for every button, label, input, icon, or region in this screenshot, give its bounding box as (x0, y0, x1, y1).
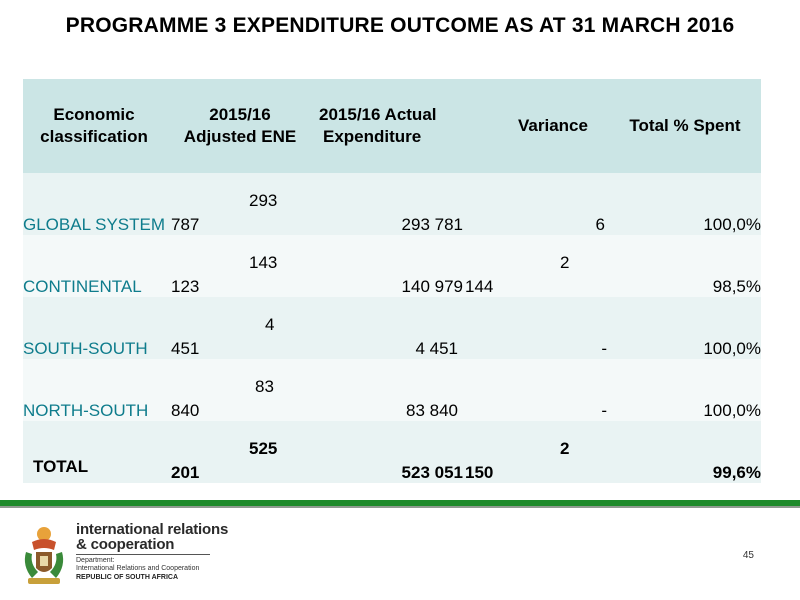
variance-bottom: 150 (465, 463, 494, 482)
row-label: SOUTH-SOUTH (23, 339, 148, 358)
table-header: Economic classification 2015/16 Adjusted… (23, 79, 761, 173)
variance-bottom: 6 (595, 215, 605, 234)
spent-value: 100,0% (703, 339, 761, 358)
variance-bottom: - (601, 401, 607, 420)
actual-value: 83 840 (406, 401, 458, 420)
coat-of-arms-icon (24, 527, 64, 584)
footer-divider-shadow (0, 506, 800, 508)
org-country: REPUBLIC OF SOUTH AFRICA (76, 574, 179, 581)
page-title: PROGRAMME 3 EXPENDITURE OUTCOME AS AT 31… (65, 14, 735, 37)
adjusted-bottom: 123 (171, 277, 200, 296)
actual-value: 140 979 (401, 277, 463, 296)
org-name-line2: & cooperation (76, 536, 175, 553)
table-row: 143 CONTINENTAL 123 140 979 2 144 98,5% (23, 235, 761, 297)
header-actual-line1: 2015/16 Actual (319, 105, 437, 124)
adjusted-top: 4 (265, 315, 275, 334)
adjusted-top: 83 (255, 377, 274, 396)
row-label: GLOBAL SYSTEM (23, 215, 166, 234)
dept-line2: International Relations and Cooperation (76, 565, 200, 572)
variance-top: 2 (560, 253, 570, 272)
row-label: CONTINENTAL (23, 277, 142, 296)
org-department: Department: International Relations and … (76, 557, 199, 573)
row-label: TOTAL (33, 457, 89, 476)
variance-bottom: 144 (465, 277, 494, 296)
actual-value: 523 051 (401, 463, 463, 482)
header-actual: 2015/16 Actual Expenditure (319, 104, 469, 148)
spent-value: 99,6% (712, 463, 761, 482)
header-actual-line2: Expenditure (323, 127, 422, 146)
row-label: NORTH-SOUTH (23, 401, 149, 420)
spent-value: 98,5% (712, 277, 761, 296)
spent-value: 100,0% (703, 215, 761, 234)
adjusted-bottom: 451 (171, 339, 200, 358)
org-name-line1: international relations (76, 521, 229, 538)
actual-value: 293 781 (401, 215, 463, 234)
spent-value: 100,0% (703, 401, 761, 420)
dept-line1: Department: (76, 557, 115, 564)
page-number: 45 (742, 550, 754, 561)
adjusted-bottom: 787 (171, 215, 200, 234)
actual-value: 4 451 (415, 339, 458, 358)
footer-divider (0, 500, 800, 506)
variance-bottom: - (601, 339, 607, 358)
adjusted-bottom: 840 (171, 401, 200, 420)
adjusted-top: 143 (249, 253, 278, 272)
table-total-row: 525 TOTAL 201 523 051 2 150 99,6% (23, 421, 761, 483)
header-adjusted: 2015/16 Adjusted ENE (170, 104, 310, 148)
org-name: international relations & cooperation (76, 522, 228, 552)
adjusted-bottom: 201 (171, 463, 200, 482)
adjusted-top: 293 (249, 191, 278, 210)
table-row: 293 GLOBAL SYSTEM 787 293 781 6 100,0% (23, 173, 761, 235)
adjusted-top: 525 (249, 439, 278, 458)
expenditure-table: Economic classification 2015/16 Adjusted… (23, 79, 761, 483)
header-adjusted-line2: Adjusted ENE (183, 127, 297, 146)
header-spent: Total % Spent (629, 116, 741, 135)
variance-top: 2 (560, 439, 570, 458)
table-row: 83 NORTH-SOUTH 840 83 840 - 100,0% (23, 359, 761, 421)
table-row: 4 SOUTH-SOUTH 451 4 451 - 100,0% (23, 297, 761, 359)
org-rule (76, 554, 210, 555)
header-adjusted-line1: 2015/16 (209, 105, 271, 124)
header-classification: Economic classification (29, 104, 159, 148)
header-variance: Variance (518, 116, 588, 135)
header-classification-line1: Economic (53, 105, 135, 124)
header-classification-line2: classification (40, 127, 148, 146)
